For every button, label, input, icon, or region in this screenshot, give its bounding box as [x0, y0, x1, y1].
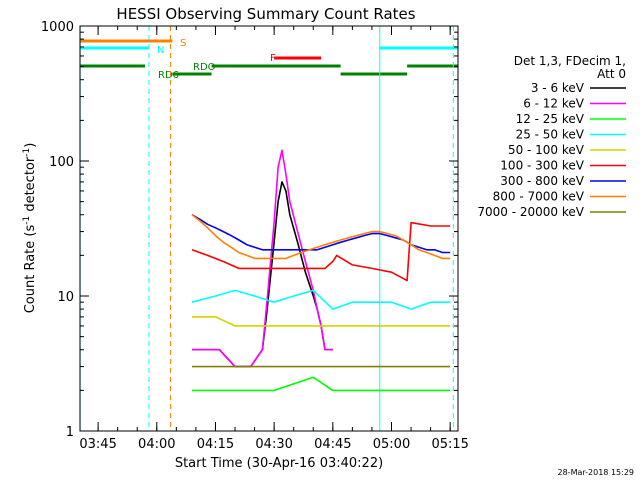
series-line-100-300-kev [191, 221, 451, 282]
chart-title: HESSI Observing Summary Count Rates [116, 5, 415, 23]
plot-frame [79, 25, 459, 432]
plot-timestamp: 28-Mar-2018 15:29 [558, 468, 635, 477]
x-tick-label: 04:30 [255, 437, 292, 452]
y-tick-label: 100 [49, 155, 74, 170]
legend-entry: 3 - 6 keV [531, 81, 626, 95]
flag-label-rd6: RD6 [158, 70, 179, 81]
legend-entry: 50 - 100 keV [508, 143, 626, 157]
x-tick-label: 03:45 [79, 437, 116, 452]
y-axis-label: Count Rate (s-1 detector-1) [22, 143, 38, 314]
legend-entry-label: 100 - 300 keV [500, 159, 584, 173]
x-tick-label: 04:15 [197, 437, 234, 452]
flag-label-s: S [180, 38, 186, 49]
legend-entry: 6 - 12 keV [523, 97, 626, 111]
legend-entry: 800 - 7000 keV [493, 190, 626, 204]
legend-entry-label: 50 - 100 keV [508, 143, 585, 157]
legend-entry-label: 3 - 6 keV [531, 81, 585, 95]
y-axis-label-exp1: -1 [22, 216, 32, 225]
flag-label-n: N [157, 45, 164, 56]
legend-entry-label: 300 - 800 keV [500, 174, 584, 188]
y-axis-label-mid: detector [23, 156, 38, 216]
series-group [191, 149, 451, 392]
legend-entry-label: 6 - 12 keV [523, 97, 585, 111]
y-tick-label: 10 [57, 290, 74, 305]
series-line-50-100-kev [192, 316, 451, 327]
legend: Det 1,3, FDecim 1, Att 0 3 - 6 keV 6 - 12… [477, 54, 626, 219]
legend-entry-label: 7000 - 20000 keV [477, 205, 584, 219]
legend-entry: 100 - 300 keV [500, 159, 626, 173]
x-axis: 03:45 04:00 04:15 04:30 04:45 05:00 05:15 [79, 26, 469, 452]
y-axis: 1 10 100 1000 [41, 20, 458, 440]
y-tick-label: 1 [66, 425, 74, 440]
legend-header-line2: Att 0 [597, 67, 626, 81]
legend-entry: 7000 - 20000 keV [477, 205, 626, 219]
legend-entry-label: 25 - 50 keV [516, 128, 585, 142]
y-axis-label-close: ) [23, 143, 38, 148]
flag-label-f: F [270, 53, 276, 64]
series-line-12-25-kev [192, 376, 451, 392]
x-tick-label: 05:15 [431, 437, 468, 452]
x-axis-label: Start Time (30-Apr-16 03:40:22) [175, 456, 383, 471]
y-axis-label-exp2: -1 [22, 148, 32, 157]
y-tick-label: 1000 [41, 20, 74, 35]
flag-bars: S N F RDO RD6 [80, 38, 458, 81]
series-line-25-50-kev [191, 289, 451, 310]
legend-entry: 300 - 800 keV [500, 174, 626, 188]
x-tick-label: 05:00 [373, 437, 410, 452]
series-line-800-7000-kev [191, 214, 451, 260]
x-tick-label: 04:45 [314, 437, 351, 452]
x-tick-label: 04:00 [138, 437, 175, 452]
legend-entry-label: 12 - 25 keV [516, 112, 585, 126]
legend-header-line1: Det 1,3, FDecim 1, [514, 54, 626, 68]
legend-entry-label: 800 - 7000 keV [493, 190, 585, 204]
legend-entry: 25 - 50 keV [516, 128, 626, 142]
legend-entry: 12 - 25 keV [516, 112, 626, 126]
y-axis-label-main: Count Rate (s [23, 225, 38, 314]
flag-label-rdo: RDO [193, 62, 216, 73]
